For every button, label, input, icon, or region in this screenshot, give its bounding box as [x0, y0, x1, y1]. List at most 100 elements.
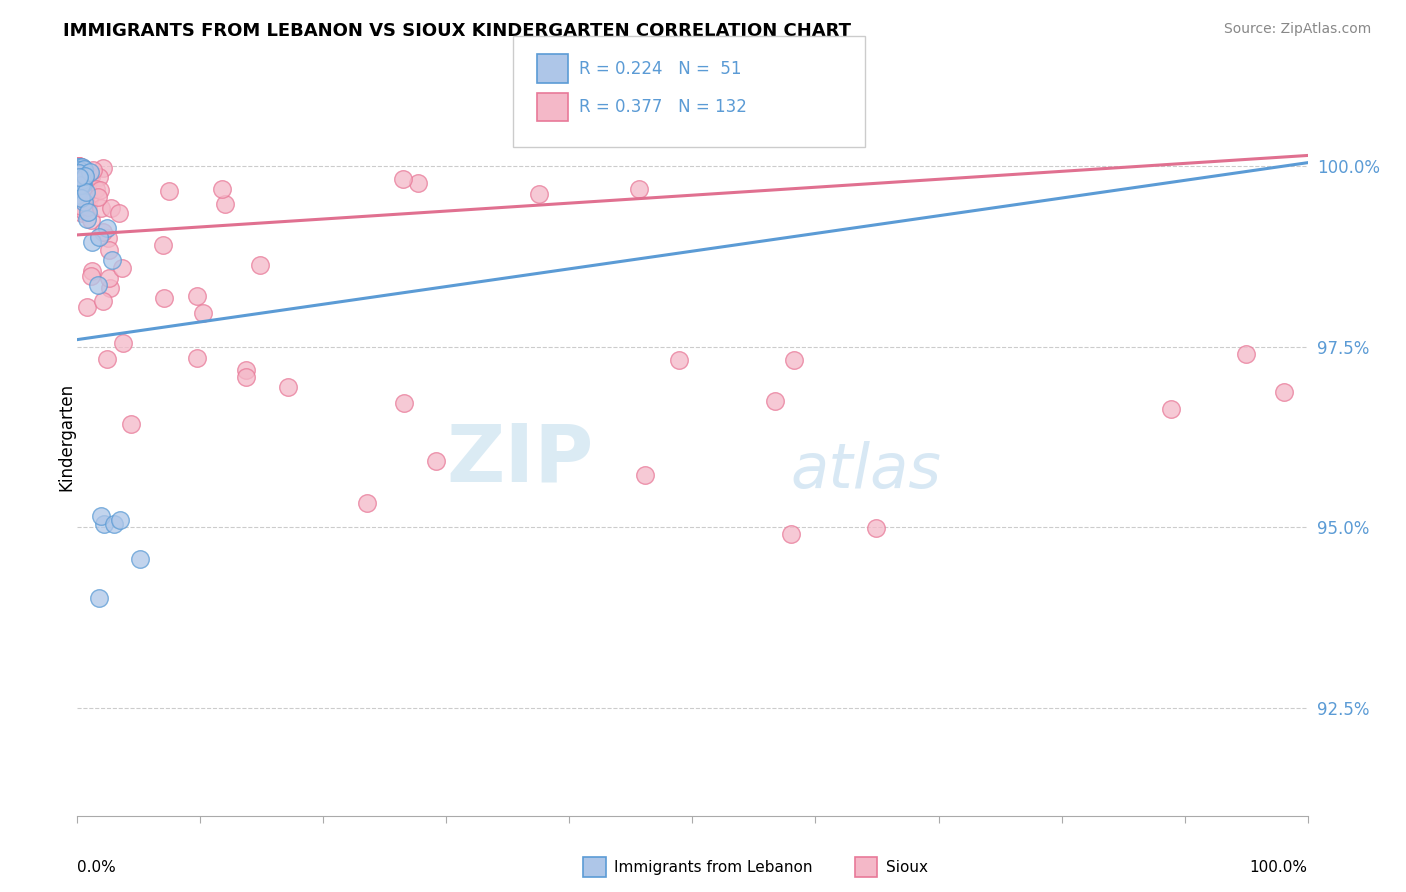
Point [70, 162, 93, 177]
Point [70, 164, 93, 178]
Point [67, 178, 90, 192]
Point [69, 167, 91, 181]
Point [97, 231, 120, 245]
Point [69, 165, 91, 179]
Point [66, 168, 89, 182]
Point [108, 512, 131, 526]
Text: ZIP: ZIP [447, 421, 595, 499]
Point [73, 173, 96, 187]
Point [67, 160, 90, 174]
Point [72, 198, 94, 212]
Point [70, 176, 93, 190]
Point [153, 291, 176, 305]
Point [128, 552, 150, 566]
Point [406, 176, 429, 190]
Point [67, 169, 90, 183]
Point [82, 264, 104, 278]
Point [72, 178, 94, 192]
Text: 100.0%: 100.0% [1250, 860, 1308, 874]
Point [98, 271, 121, 285]
Point [75, 170, 97, 185]
Point [66, 161, 89, 175]
Point [80, 268, 103, 283]
Point [67, 161, 90, 175]
Point [392, 396, 415, 410]
Point [66, 161, 89, 175]
Point [69, 170, 91, 185]
Point [86, 182, 108, 196]
Point [67, 173, 90, 187]
Point [69, 166, 91, 180]
Point [186, 288, 208, 302]
Point [66, 161, 89, 175]
Point [70, 162, 93, 177]
Point [66, 163, 89, 178]
Point [120, 417, 142, 431]
Point [100, 201, 122, 215]
Point [75, 189, 97, 203]
Point [66, 160, 89, 174]
Point [214, 197, 236, 211]
Point [70, 165, 93, 179]
Point [72, 161, 94, 176]
Point [1272, 385, 1295, 400]
Point [66, 188, 89, 202]
Point [67, 164, 90, 178]
Point [75, 177, 97, 191]
Point [70, 173, 93, 187]
Point [69, 169, 91, 183]
Point [67, 160, 90, 174]
Point [67, 164, 90, 178]
Point [67, 160, 90, 174]
Point [77, 201, 100, 215]
Point [67, 161, 90, 175]
Point [67, 163, 90, 178]
Point [66, 169, 89, 183]
Point [73, 204, 96, 219]
Point [73, 179, 96, 194]
Point [67, 166, 90, 180]
Point [67, 197, 90, 211]
Point [67, 168, 90, 182]
Point [865, 520, 887, 534]
Text: Sioux: Sioux [886, 860, 928, 874]
Point [783, 352, 806, 367]
Point [67, 167, 90, 181]
Point [69, 197, 91, 211]
Point [66, 163, 89, 178]
Point [634, 468, 657, 483]
Point [93, 516, 115, 531]
Point [391, 172, 413, 186]
Point [67, 161, 90, 175]
Point [66, 171, 89, 186]
Point [66, 160, 89, 174]
Point [73, 173, 96, 187]
Point [70, 164, 93, 178]
Point [100, 253, 122, 268]
Point [77, 205, 100, 219]
Point [67, 161, 90, 175]
Point [67, 164, 90, 178]
Point [66, 160, 89, 174]
Point [82, 163, 104, 178]
Point [90, 201, 112, 215]
Point [67, 162, 90, 177]
Point [70, 161, 93, 176]
Point [66, 169, 89, 184]
Text: Immigrants from Lebanon: Immigrants from Lebanon [614, 860, 813, 874]
Point [67, 160, 90, 174]
Point [67, 163, 90, 178]
Point [80, 170, 103, 185]
Point [70, 199, 93, 213]
Point [356, 496, 378, 510]
Point [98, 281, 121, 295]
Point [765, 394, 787, 409]
Point [67, 163, 90, 178]
Point [73, 162, 96, 177]
Point [72, 161, 94, 175]
Point [69, 166, 91, 180]
Point [73, 180, 96, 194]
Point [276, 380, 298, 394]
Point [67, 161, 90, 176]
Point [425, 454, 447, 468]
